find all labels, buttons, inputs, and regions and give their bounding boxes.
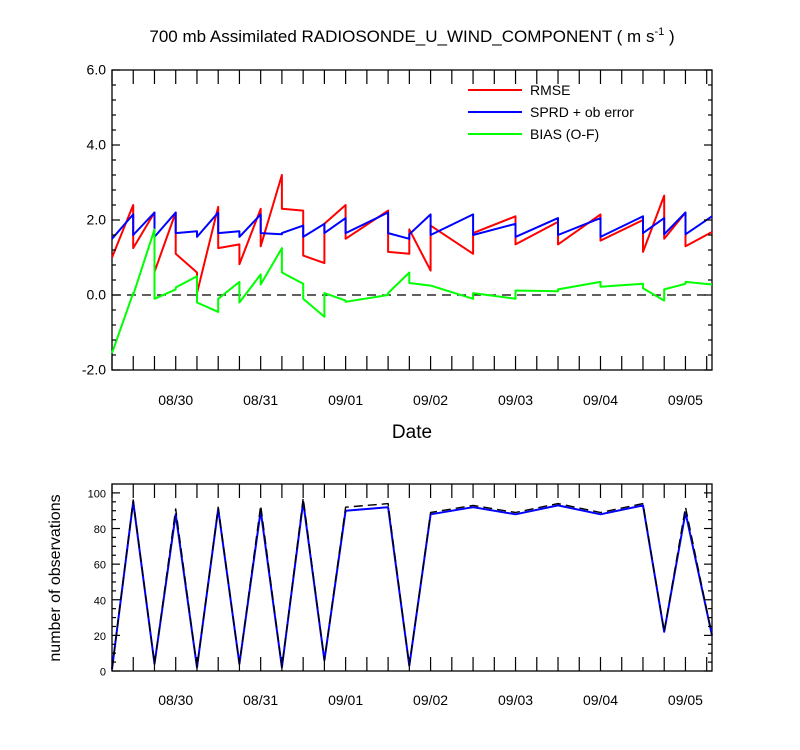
y-tick-label: 0.0	[87, 287, 107, 303]
series-line-observations-possible	[111, 497, 713, 670]
y-tick-label: 0	[100, 667, 106, 679]
top-axis-ticks	[111, 69, 712, 371]
x-tick-label-09-01: 09/01	[328, 392, 363, 408]
top-x-axis-title: Date	[392, 422, 432, 443]
legend-label-rmse: RMSE	[530, 82, 570, 98]
series-line-observations-assimilated	[111, 500, 713, 670]
x-tick-label-09-03: 09/03	[498, 392, 533, 408]
x-tick-label-09-04: 09/04	[583, 692, 618, 708]
y-tick-label: 2.0	[87, 212, 107, 228]
x-tick-label-08-30: 08/30	[158, 692, 193, 708]
bottom-x-tick-labels: 08/30 08/31 09/01 09/02 09/03 09/04 09/05	[158, 692, 703, 708]
y-tick-label: 4.0	[87, 137, 107, 153]
chart-title: 700 mb Assimilated RADIOSONDE_U_WIND_COM…	[149, 26, 674, 46]
series-line-sprd-ob-error	[111, 211, 713, 240]
series-line-rmse	[111, 174, 713, 295]
x-tick-label-08-31: 08/31	[243, 392, 278, 408]
x-tick-label-09-04: 09/04	[583, 392, 618, 408]
series-line-bias-o-f	[111, 228, 713, 354]
x-tick-label-08-30: 08/30	[158, 392, 193, 408]
x-tick-label-09-02: 09/02	[413, 392, 448, 408]
bottom-axis-ticks	[111, 484, 712, 672]
bottom-y-axis-title: number of observations	[47, 494, 64, 661]
bottom-plot-frame	[111, 483, 713, 672]
top-series-group	[111, 174, 713, 354]
x-tick-label-09-05: 09/05	[668, 692, 703, 708]
top-y-tick-labels: -2.0 0.0 2.0 4.0 6.0	[82, 62, 106, 378]
y-tick-label: 60	[94, 560, 106, 572]
x-tick-label-09-01: 09/01	[328, 692, 363, 708]
legend-label-bias-o-f: BIAS (O-F)	[530, 126, 599, 142]
y-tick-label: -2.0	[82, 362, 106, 378]
y-tick-label: 80	[94, 524, 106, 536]
x-tick-label-08-31: 08/31	[243, 692, 278, 708]
top-panel: -2.0 0.0 2.0 4.0 6.0 08/30 08/31 09/01 09/02 09/…	[82, 62, 713, 443]
legend: RMSE SPRD + ob error BIAS (O-F)	[468, 82, 634, 142]
y-tick-label: 100	[88, 488, 106, 500]
y-tick-label: 6.0	[87, 62, 107, 78]
bottom-series-group	[111, 497, 713, 670]
x-tick-label-09-05: 09/05	[668, 392, 703, 408]
bottom-y-tick-labels: 0 20 40 60 80 100	[88, 488, 106, 678]
y-tick-label: 40	[94, 595, 106, 607]
top-x-tick-labels: 08/30 08/31 09/01 09/02 09/03 09/04 09/05	[158, 392, 703, 408]
x-tick-label-09-02: 09/02	[413, 692, 448, 708]
bottom-panel: 0 20 40 60 80 100 08/30 08/31 09/01 09/02 09/03 09…	[47, 483, 713, 708]
y-tick-label: 20	[94, 631, 106, 643]
legend-label-sprd-ob-error: SPRD + ob error	[530, 104, 634, 120]
x-tick-label-09-03: 09/03	[498, 692, 533, 708]
